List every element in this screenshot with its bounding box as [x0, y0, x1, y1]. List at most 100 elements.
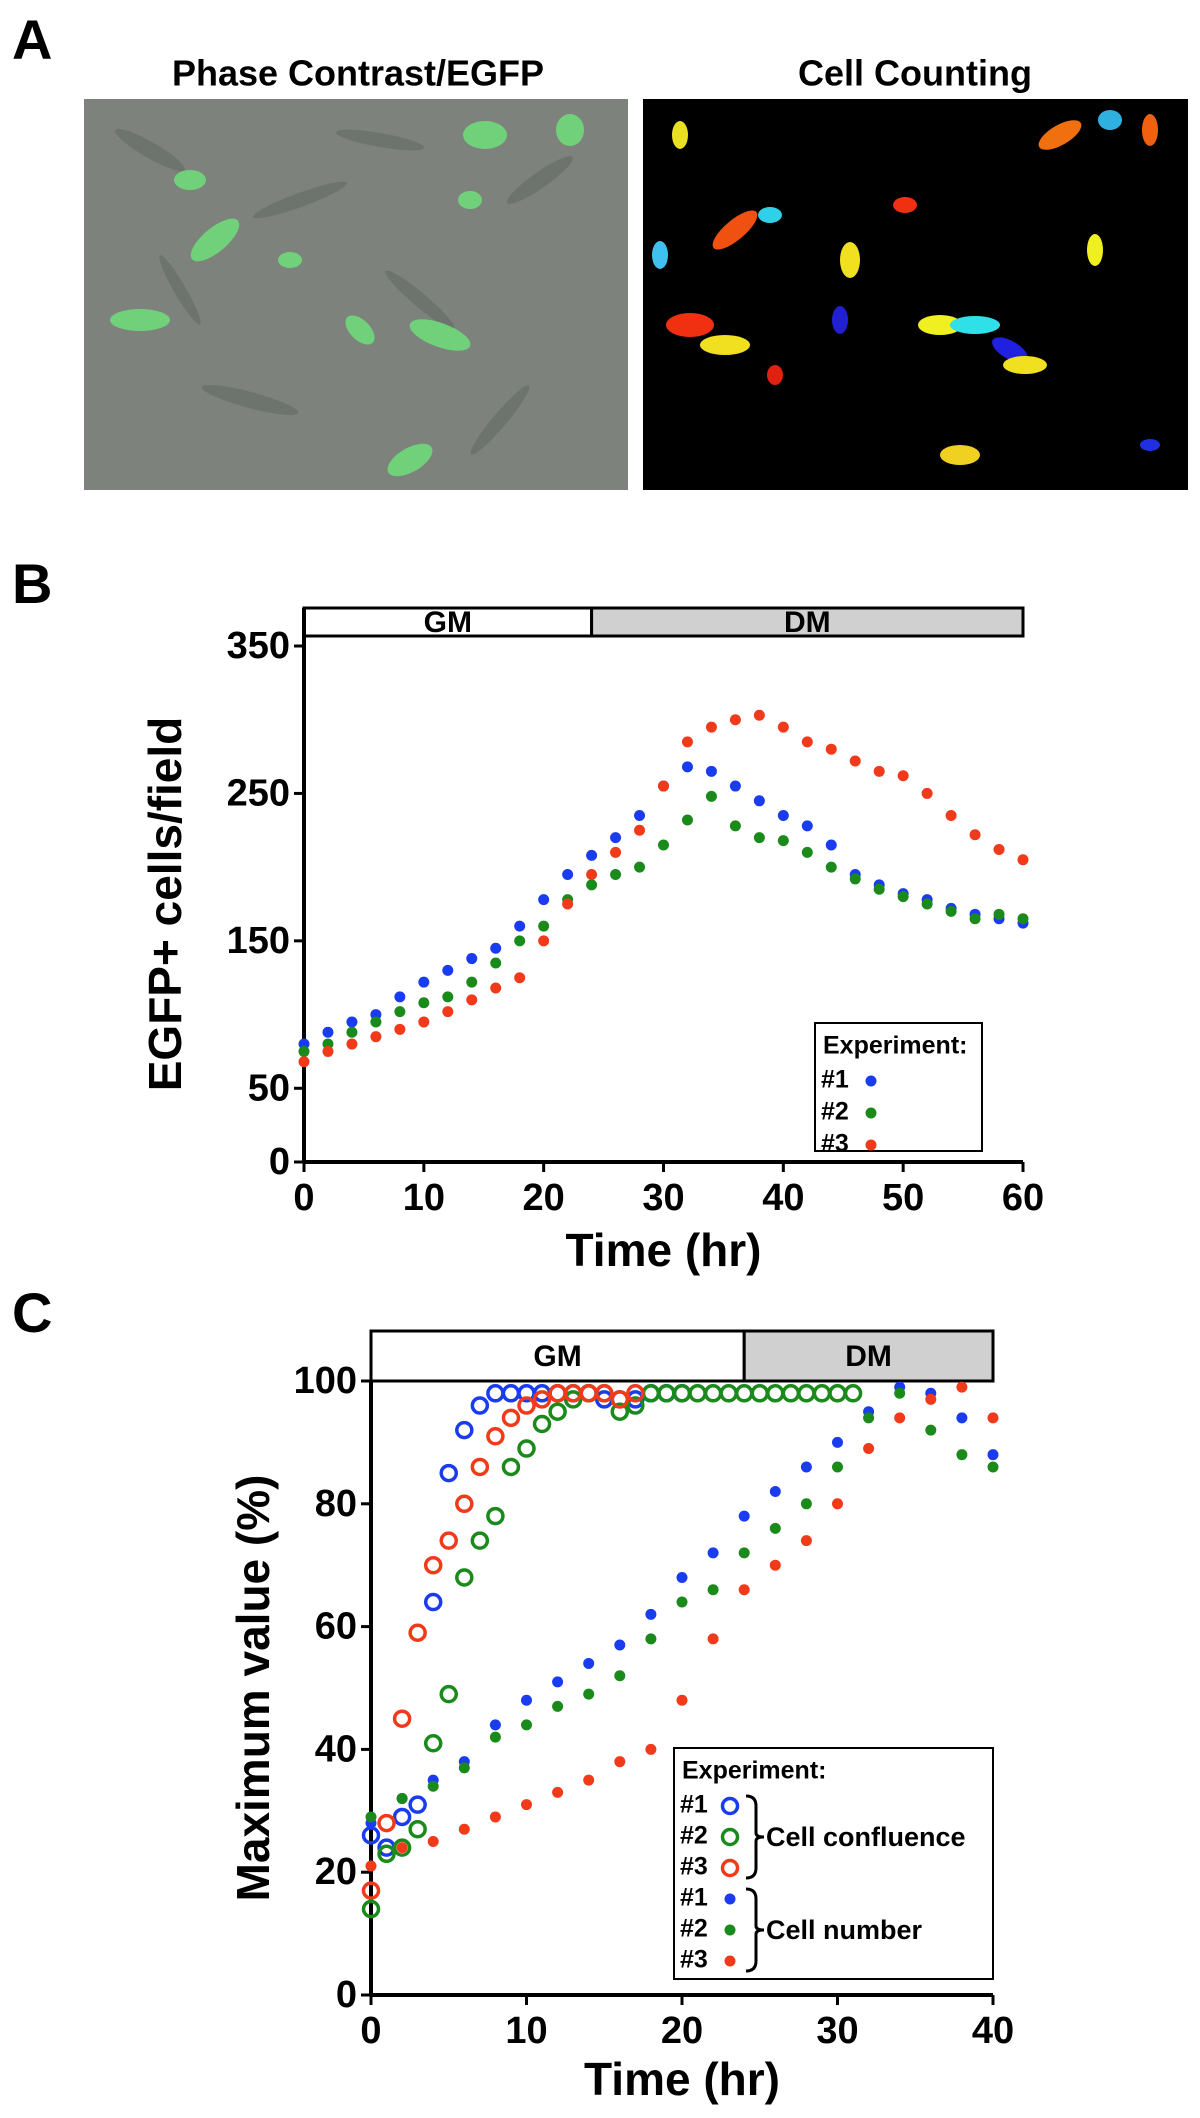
legend-marker	[865, 1139, 877, 1151]
data-point	[586, 879, 598, 891]
data-point	[828, 1384, 847, 1403]
x-tick-label: 20	[523, 1177, 565, 1219]
data-point	[396, 1842, 408, 1854]
data-point	[894, 1387, 906, 1399]
data-point	[945, 905, 957, 917]
data-point	[418, 1016, 430, 1028]
data-point	[466, 994, 478, 1006]
x-tick-label: 30	[816, 2010, 858, 2052]
data-point	[501, 1384, 521, 1403]
data-point	[392, 1709, 412, 1728]
data-point	[610, 869, 622, 881]
legend-box	[814, 1022, 983, 1152]
data-point	[361, 1899, 381, 1919]
y-tick-label: 20	[315, 1851, 357, 1893]
image-title: Cell Counting	[798, 53, 1032, 94]
y-tick-label: 100	[294, 1360, 357, 1402]
data-point	[394, 991, 406, 1003]
data-point	[423, 1555, 443, 1575]
data-point	[676, 1694, 688, 1706]
data-point	[634, 810, 646, 822]
legend-label: #1	[680, 1791, 708, 1819]
data-point	[442, 1006, 454, 1018]
legend-marker	[720, 1827, 740, 1847]
data-point	[681, 814, 693, 826]
y-tick-label: 0	[269, 1141, 290, 1183]
y-tick-label: 350	[227, 625, 290, 667]
data-point	[396, 1793, 408, 1805]
data-point	[532, 1414, 552, 1434]
data-point	[729, 714, 741, 726]
data-point	[442, 991, 454, 1003]
data-point	[458, 1762, 470, 1774]
data-point	[645, 1743, 657, 1755]
phase-bar	[742, 1329, 995, 1383]
data-point	[346, 1026, 358, 1038]
data-point	[797, 1384, 816, 1403]
data-point	[377, 1813, 396, 1833]
data-point	[863, 1412, 875, 1424]
data-point	[614, 1756, 626, 1768]
data-point	[563, 1390, 583, 1409]
data-point	[538, 920, 550, 932]
data-point	[562, 898, 574, 910]
data-point	[753, 832, 765, 844]
data-point	[873, 765, 885, 777]
data-point	[583, 1774, 595, 1786]
data-point	[532, 1390, 552, 1409]
data-point	[595, 1384, 614, 1403]
data-point	[832, 1498, 843, 1510]
data-point	[681, 761, 693, 773]
data-point	[427, 1836, 439, 1847]
x-tick-label: 60	[1002, 1177, 1044, 1219]
data-point	[729, 820, 741, 832]
data-point	[552, 1700, 564, 1712]
data-point	[707, 1547, 719, 1559]
data-point	[614, 1639, 626, 1651]
data-point	[394, 1006, 406, 1018]
data-point	[705, 765, 717, 777]
data-point	[365, 1860, 377, 1872]
legend-label: #2	[680, 1915, 708, 1943]
x-tick-label: 10	[403, 1177, 445, 1219]
panel-label: B	[12, 552, 52, 615]
data-point	[738, 1584, 750, 1596]
data-point	[514, 972, 526, 984]
data-point	[825, 743, 837, 755]
data-point	[439, 1463, 458, 1483]
data-point	[750, 1384, 769, 1403]
legend-label: #3	[821, 1130, 849, 1158]
data-point	[681, 736, 693, 748]
phase-label: GM	[424, 606, 472, 639]
data-point	[466, 976, 478, 988]
data-point	[801, 820, 813, 832]
data-point	[987, 1461, 999, 1473]
data-point	[738, 1547, 750, 1559]
data-point	[455, 1494, 474, 1514]
x-axis-label: Time (hr)	[566, 1224, 762, 1276]
phase-bar	[590, 606, 1025, 638]
legend-group-label: Cell confluence	[766, 1822, 966, 1852]
y-tick-label: 0	[336, 1974, 357, 2016]
data-point	[781, 1384, 801, 1403]
data-point	[466, 953, 478, 965]
legend-marker	[724, 1924, 736, 1936]
data-point	[658, 780, 669, 792]
data-point	[392, 1807, 412, 1827]
data-point	[501, 1457, 521, 1477]
data-point	[439, 1684, 458, 1704]
data-point	[489, 1719, 501, 1731]
data-point	[489, 1731, 501, 1743]
phase-label: GM	[533, 1340, 581, 1373]
y-tick-label: 150	[227, 920, 290, 962]
data-point	[987, 1449, 999, 1461]
data-point	[672, 1384, 692, 1403]
data-point	[729, 780, 741, 792]
data-point	[470, 1457, 490, 1477]
data-point	[707, 1584, 719, 1596]
legend-title: Experiment:	[823, 1032, 967, 1060]
data-point	[586, 849, 598, 861]
y-tick-label: 250	[227, 772, 290, 814]
x-tick-label: 10	[505, 2010, 547, 2052]
